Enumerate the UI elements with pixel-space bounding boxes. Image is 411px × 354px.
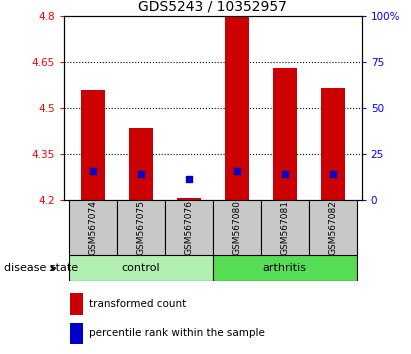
Bar	[261, 200, 309, 255]
Text: GSM567082: GSM567082	[328, 200, 337, 255]
Bar	[69, 255, 213, 281]
Bar	[225, 17, 249, 200]
Bar	[69, 293, 83, 314]
Bar	[321, 88, 345, 200]
Bar	[129, 128, 152, 200]
Bar	[81, 90, 104, 200]
Text: arthritis: arthritis	[263, 263, 307, 273]
Bar	[117, 200, 165, 255]
Bar	[273, 68, 297, 200]
Text: GSM567080: GSM567080	[232, 200, 241, 255]
Text: disease state: disease state	[4, 263, 78, 273]
Point	[330, 171, 336, 177]
Title: GDS5243 / 10352957: GDS5243 / 10352957	[138, 0, 287, 13]
Text: transformed count: transformed count	[89, 299, 186, 309]
Point	[137, 171, 144, 177]
Point	[282, 171, 288, 177]
Bar	[69, 322, 83, 344]
Bar	[69, 200, 117, 255]
Bar	[213, 255, 357, 281]
Point	[185, 176, 192, 181]
Bar	[165, 200, 213, 255]
Bar	[177, 199, 201, 200]
Point	[233, 168, 240, 174]
Text: GSM567081: GSM567081	[280, 200, 289, 255]
Bar	[309, 200, 357, 255]
Text: GSM567074: GSM567074	[88, 200, 97, 255]
Text: control: control	[121, 263, 160, 273]
Text: GSM567076: GSM567076	[184, 200, 193, 255]
Text: GSM567075: GSM567075	[136, 200, 145, 255]
Point	[89, 168, 96, 174]
Bar	[213, 200, 261, 255]
Text: percentile rank within the sample: percentile rank within the sample	[89, 329, 265, 338]
